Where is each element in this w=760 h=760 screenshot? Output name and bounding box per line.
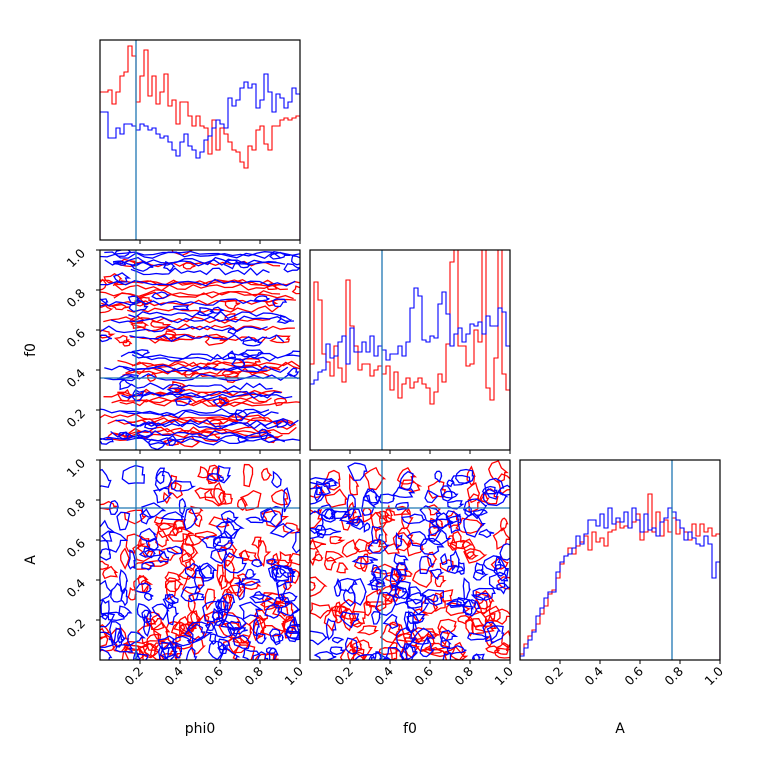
y-tick-label: 0.8 <box>63 285 88 310</box>
y-tick-label: 0.2 <box>63 406 88 431</box>
x-tick-label: 0.6 <box>621 663 646 688</box>
x-axis-label-phi0: phi0 <box>185 721 216 737</box>
x-tick-label: 1.0 <box>701 663 726 688</box>
y-tick-label: 0.8 <box>63 495 88 520</box>
y-axis-label-f0: f0 <box>23 343 39 357</box>
y-tick-label: 0.2 <box>63 616 88 641</box>
hist-A <box>520 493 720 660</box>
x-tick-label: 0.4 <box>371 663 396 688</box>
contour-f0-A-blue-series <box>310 462 510 660</box>
panel-frame-2-2 <box>519 459 721 661</box>
y-tick-label: 1.0 <box>63 455 88 480</box>
x-tick-label: 0.6 <box>201 663 226 688</box>
hist-f0-red-series <box>310 250 510 450</box>
x-tick-label: 1.0 <box>281 663 306 688</box>
x-tick-label: 0.8 <box>451 663 476 688</box>
y-axis-label-A: A <box>23 555 39 565</box>
x-axis-label-f0: f0 <box>403 721 417 737</box>
x-tick-label: 0.2 <box>121 664 146 689</box>
hist-phi0-red-series <box>100 45 300 240</box>
panel-frame-2-0 <box>99 459 301 661</box>
contour-f0-A <box>310 460 510 660</box>
y-tick-label: 0.6 <box>63 535 88 560</box>
y-tick-label: 1.0 <box>63 245 88 270</box>
panel-frame-0-0 <box>99 39 301 241</box>
hist-A-blue-series <box>520 507 720 660</box>
panel-frame-1-0 <box>99 249 301 451</box>
contour-layer <box>100 250 510 660</box>
y-tick-label: 0.6 <box>63 325 88 350</box>
contour-phi0-f0-blue-series <box>100 250 300 450</box>
hist-phi0 <box>100 45 300 240</box>
x-tick-label: 0.2 <box>541 664 566 689</box>
contour-phi0-f0-red-series <box>100 250 300 448</box>
contour-phi0-f0 <box>100 250 300 450</box>
x-tick-label: 0.4 <box>161 663 186 688</box>
hist-f0 <box>310 250 510 450</box>
contour-phi0-A-blue-series <box>100 464 300 660</box>
truth-line-layer <box>100 40 673 660</box>
y-tick-label: 0.4 <box>63 575 88 600</box>
y-tick-label: 0.4 <box>63 365 88 390</box>
panel-frame-1-1 <box>309 249 511 451</box>
hist-phi0-blue-series <box>100 73 300 240</box>
x-tick-label: 0.8 <box>241 663 266 688</box>
x-tick-label: 0.2 <box>331 664 356 689</box>
hist-f0-blue-series <box>310 287 510 450</box>
x-tick-label: 0.8 <box>661 663 686 688</box>
contour-phi0-A <box>100 463 300 660</box>
x-tick-label: 1.0 <box>491 663 516 688</box>
x-tick-label: 0.4 <box>581 663 606 688</box>
x-axis-label-A: A <box>615 721 625 737</box>
histogram-layer <box>100 45 720 660</box>
panel-frames <box>99 39 721 661</box>
x-tick-label: 0.6 <box>411 663 436 688</box>
panel-frame-2-1 <box>309 459 511 661</box>
